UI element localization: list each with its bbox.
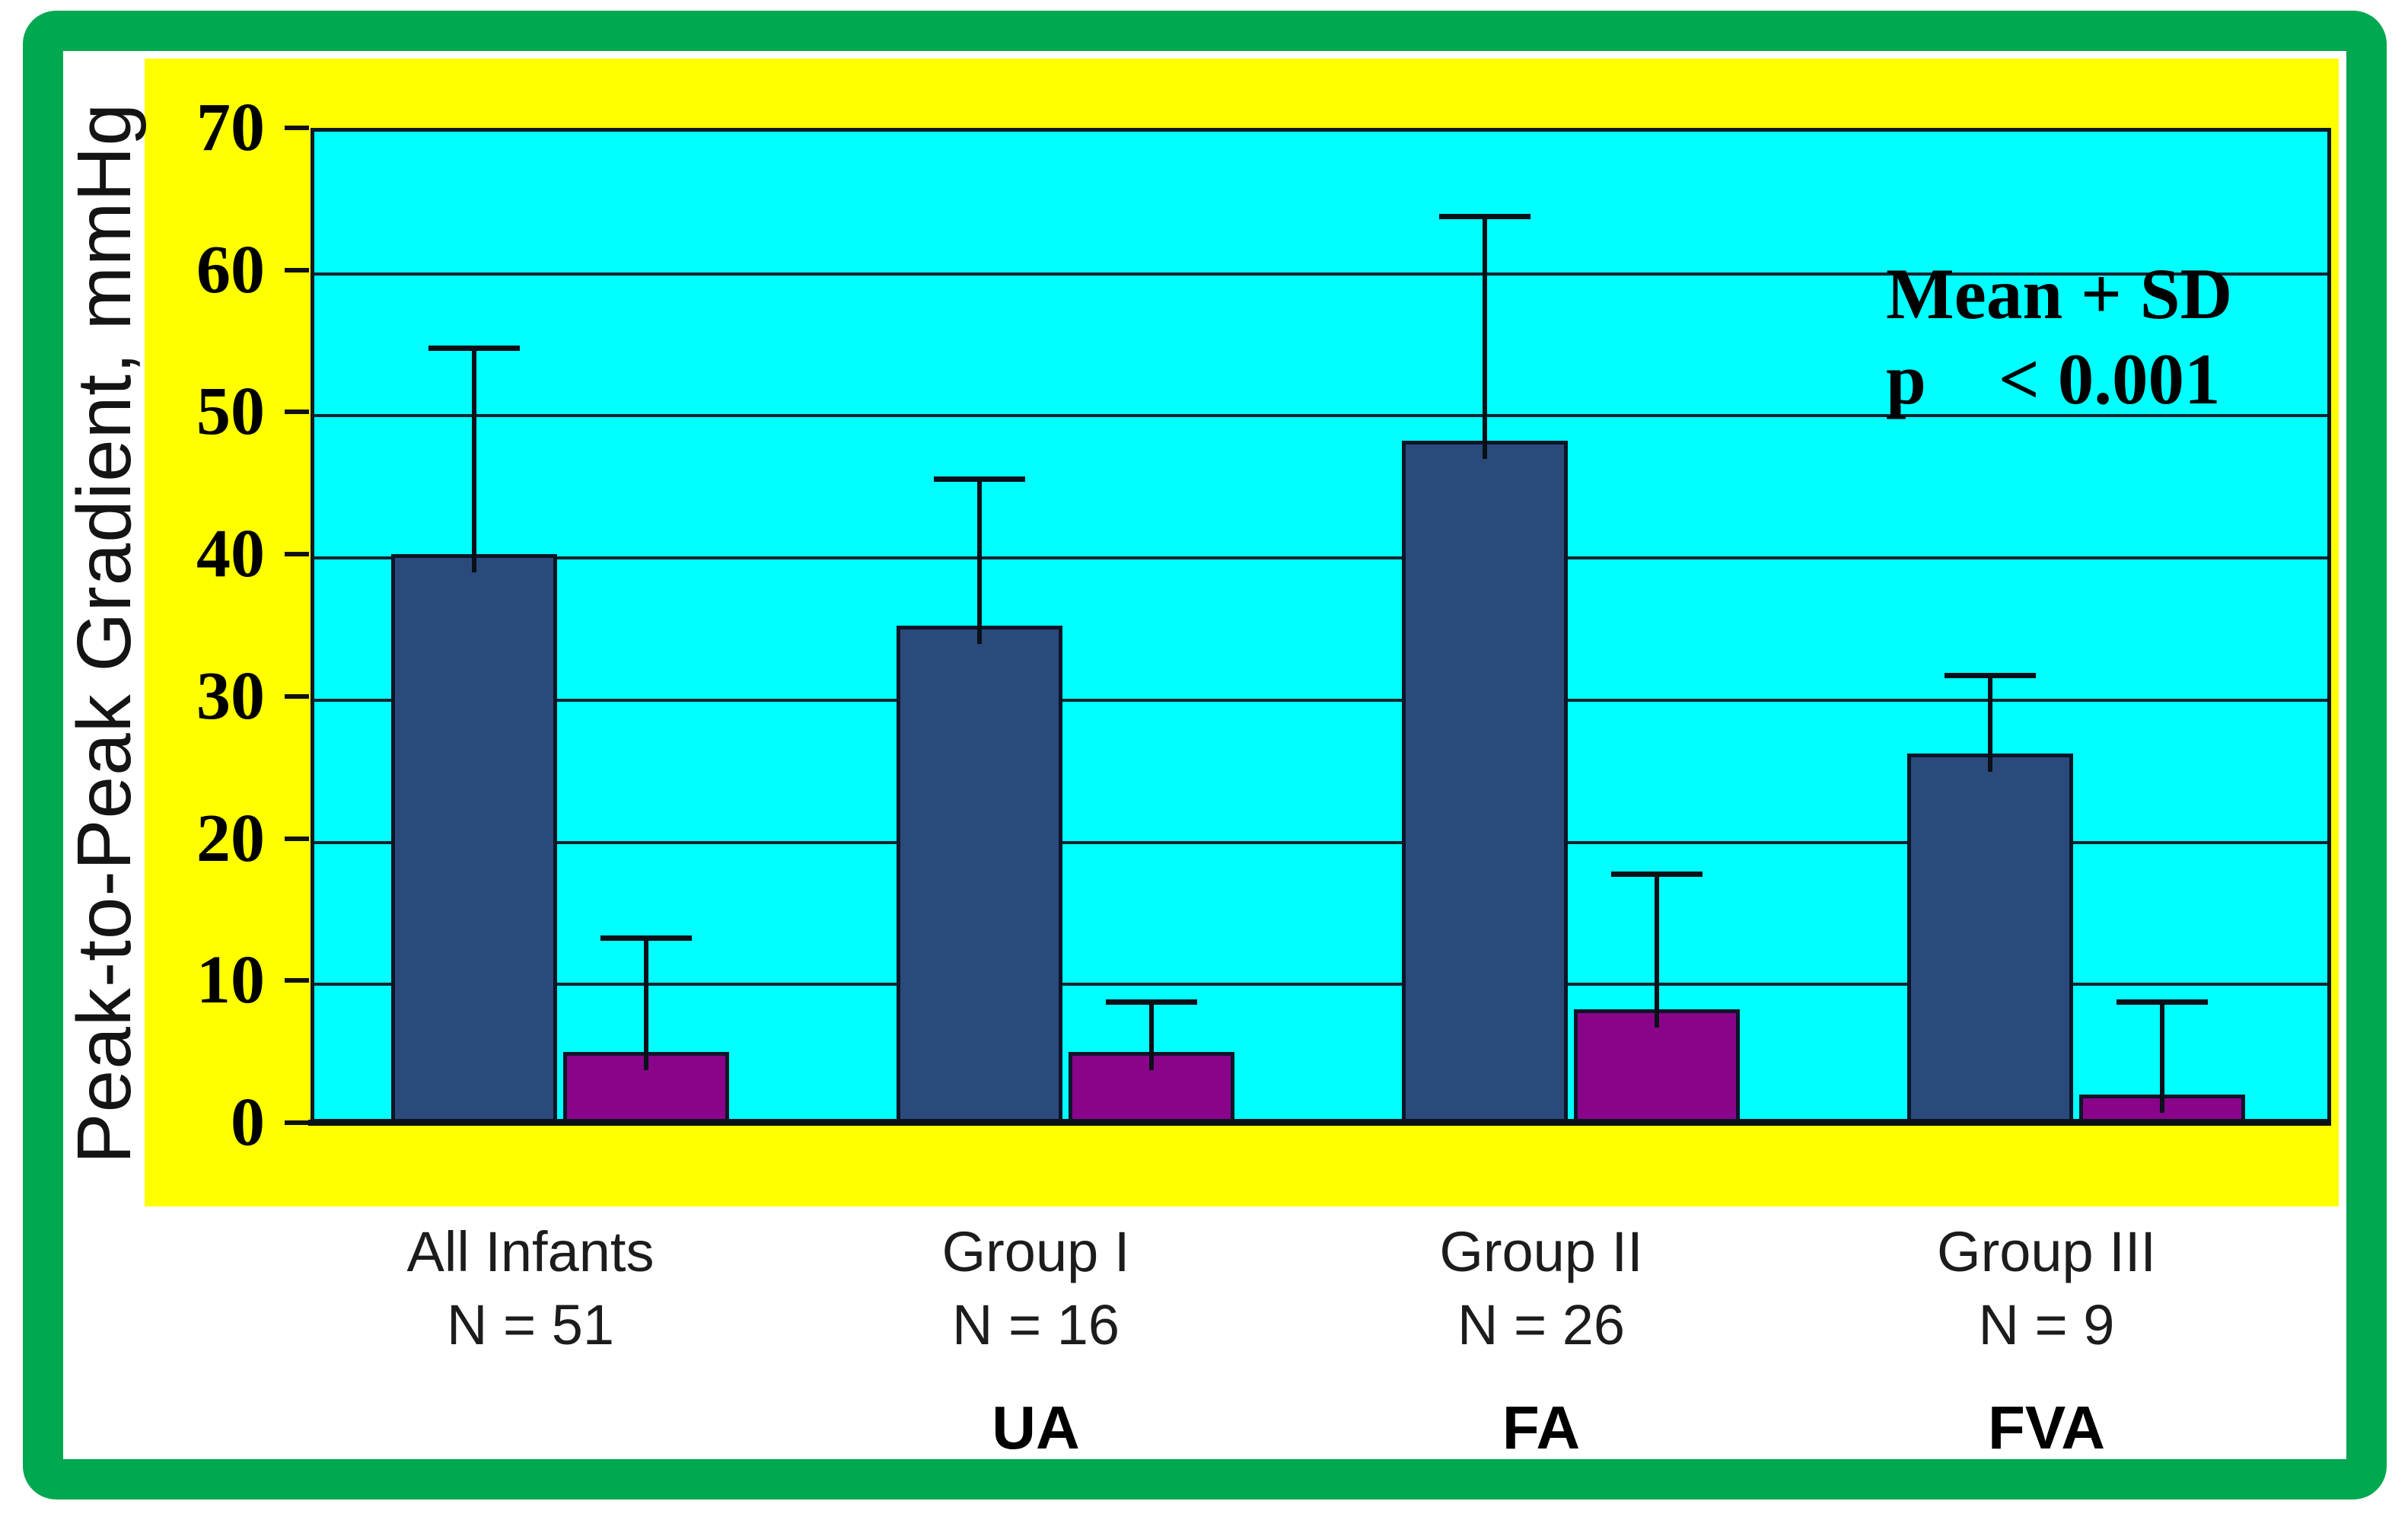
y-tick-label-60: 60: [196, 231, 265, 308]
gridline-60: [314, 272, 2327, 276]
category-n-label: N = 51: [446, 1293, 615, 1356]
category-sub-label: UA: [992, 1394, 1080, 1461]
error-bar-cap-blue-bars-2: [934, 476, 1025, 483]
stats-annotation: Mean + SD p < 0.001: [1886, 251, 2232, 422]
category-column-4: Group III N = 9 FVA: [1803, 1219, 2290, 1471]
green-border-frame: [23, 11, 2387, 1499]
x-axis-baseline: [308, 1120, 2331, 1126]
y-tick-0: [285, 1120, 309, 1125]
category-sub-label: FVA: [1987, 1394, 2106, 1461]
bar-blue-bars-3: [1402, 440, 1568, 1123]
y-tick-70: [285, 126, 309, 130]
y-tick-10: [285, 978, 309, 983]
annotation-mean-sd: Mean + SD: [1886, 253, 2233, 334]
category-n-label: N = 16: [951, 1293, 1120, 1356]
error-bar-stem-blue-bars-4: [1988, 674, 1992, 772]
category-label: Group III: [1937, 1220, 2156, 1283]
gridline-30: [314, 698, 2327, 702]
y-tick-50: [285, 410, 309, 415]
gridline-40: [314, 556, 2327, 560]
y-tick-60: [285, 267, 309, 272]
bar-blue-bars-1: [391, 554, 557, 1123]
error-bar-cap-purple-bars-3: [1611, 872, 1702, 878]
y-tick-label-20: 20: [196, 800, 265, 876]
y-tick-label-30: 30: [196, 658, 265, 734]
category-label: All Infants: [406, 1220, 655, 1283]
error-bar-cap-blue-bars-4: [1945, 672, 2036, 678]
error-bar-stem-purple-bars-1: [644, 938, 648, 1070]
error-bar-cap-purple-bars-2: [1106, 999, 1197, 1005]
y-tick-40: [285, 552, 309, 557]
error-bar-cap-purple-bars-4: [2117, 999, 2208, 1005]
y-tick-label-10: 10: [196, 942, 265, 1018]
y-tick-20: [285, 836, 309, 841]
error-bar-stem-purple-bars-4: [2160, 1002, 2164, 1113]
category-column-1: All Infants N = 51: [287, 1219, 774, 1471]
error-bar-stem-blue-bars-3: [1483, 215, 1487, 460]
error-bar-stem-blue-bars-2: [977, 479, 982, 644]
y-tick-label-40: 40: [196, 516, 265, 592]
gridline-20: [314, 840, 2327, 844]
category-column-3: Group II N = 26 FA: [1298, 1219, 1785, 1471]
category-n-label: N = 26: [1457, 1293, 1626, 1356]
category-label: Group I: [941, 1220, 1130, 1283]
error-bar-stem-purple-bars-3: [1655, 874, 1659, 1028]
category-label: Group II: [1439, 1220, 1643, 1283]
bar-blue-bars-4: [1907, 753, 2073, 1123]
error-bar-cap-blue-bars-1: [428, 346, 520, 352]
y-tick-label-0: 0: [231, 1085, 265, 1160]
error-bar-cap-purple-bars-1: [600, 935, 692, 942]
error-bar-cap-blue-bars-3: [1439, 213, 1530, 219]
annotation-p-value: p < 0.001: [1886, 339, 2221, 419]
error-bar-stem-blue-bars-1: [472, 348, 476, 573]
bar-blue-bars-2: [897, 625, 1062, 1123]
error-bar-stem-purple-bars-2: [1149, 1002, 1154, 1070]
y-tick-label-50: 50: [196, 374, 265, 450]
category-n-label: N = 9: [1978, 1293, 2115, 1356]
category-column-2: Group I N = 16 UA: [792, 1219, 1279, 1471]
y-tick-30: [285, 693, 309, 699]
gridline-10: [314, 983, 2327, 986]
gridline-50: [314, 414, 2327, 418]
y-tick-label-70: 70: [196, 90, 265, 165]
category-sub-label: FA: [1502, 1394, 1581, 1461]
